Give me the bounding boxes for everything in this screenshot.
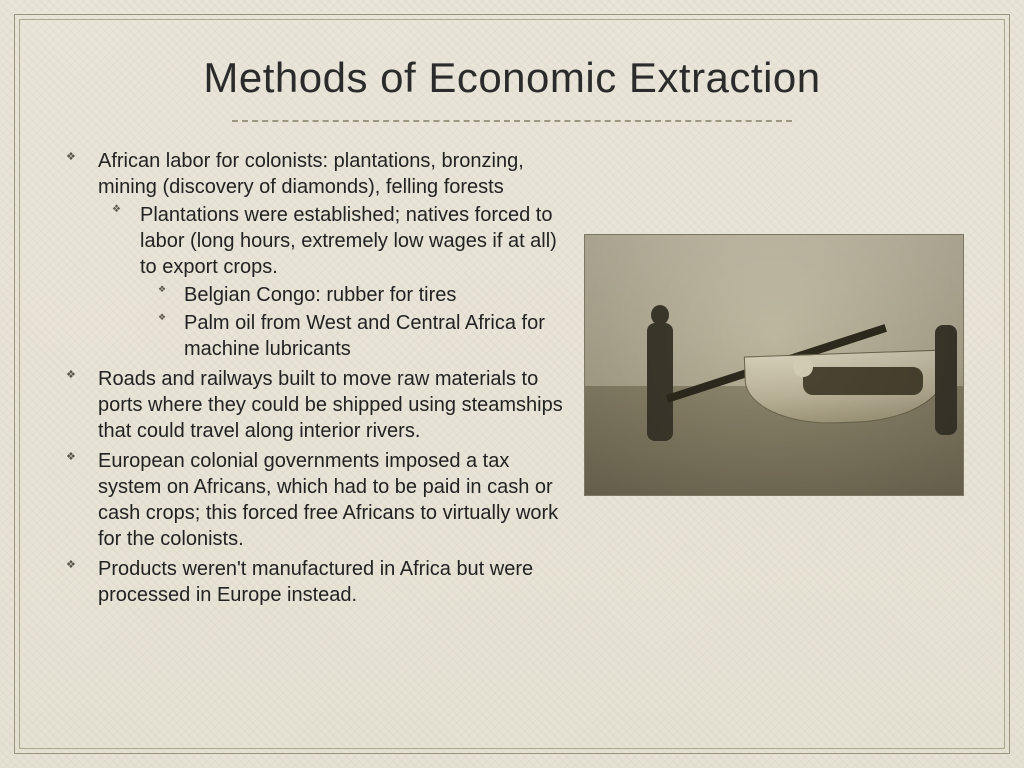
photo-sepia-overlay — [585, 235, 963, 495]
bullet-text: Belgian Congo: rubber for tires — [184, 282, 568, 308]
bullet-list: Plantations were established; natives fo… — [98, 202, 568, 362]
list-item: Palm oil from West and Central Africa fo… — [140, 310, 568, 362]
slide-content: Methods of Economic Extraction African l… — [20, 20, 1004, 748]
list-item: Plantations were established; natives fo… — [98, 202, 568, 362]
text-column: African labor for colonists: plantations… — [60, 148, 568, 612]
list-item: Belgian Congo: rubber for tires — [140, 282, 568, 308]
bullet-text: Palm oil from West and Central Africa fo… — [184, 310, 568, 362]
bullet-text: Products weren't manufactured in Africa … — [98, 556, 568, 608]
bullet-text: Roads and railways built to move raw mat… — [98, 366, 568, 444]
slide-border-inner: Methods of Economic Extraction African l… — [19, 19, 1005, 749]
title-divider — [232, 120, 792, 122]
bullet-list: Belgian Congo: rubber for tires Palm oil… — [140, 282, 568, 362]
list-item: Products weren't manufactured in Africa … — [60, 556, 568, 608]
bullet-text: Plantations were established; natives fo… — [140, 202, 568, 280]
image-column — [584, 234, 964, 496]
bullet-list: African labor for colonists: plantations… — [60, 148, 568, 608]
list-item: African labor for colonists: plantations… — [60, 148, 568, 362]
slide-border-outer: Methods of Economic Extraction African l… — [14, 14, 1010, 754]
historical-photo — [584, 234, 964, 496]
list-item: European colonial governments imposed a … — [60, 448, 568, 552]
bullet-text: European colonial governments imposed a … — [98, 448, 568, 552]
bullet-text: African labor for colonists: plantations… — [98, 148, 568, 200]
list-item: Roads and railways built to move raw mat… — [60, 366, 568, 444]
slide-title: Methods of Economic Extraction — [60, 54, 964, 102]
content-row: African labor for colonists: plantations… — [60, 148, 964, 612]
